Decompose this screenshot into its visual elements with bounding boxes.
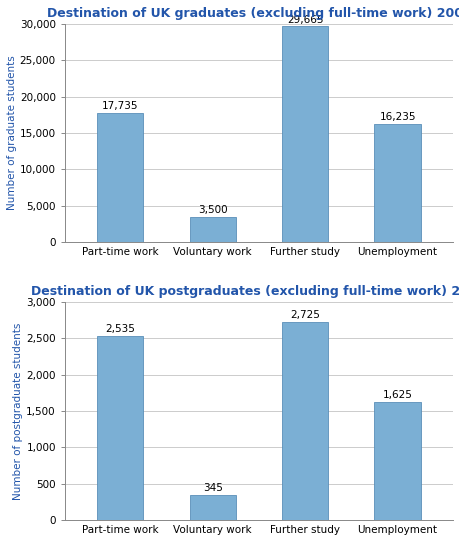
Title: Destination of UK graduates (excluding full-time work) 2008: Destination of UK graduates (excluding f… xyxy=(46,7,459,20)
Text: 16,235: 16,235 xyxy=(379,112,415,122)
Text: 29,665: 29,665 xyxy=(286,15,323,24)
Bar xyxy=(189,495,235,520)
Title: Destination of UK postgraduates (excluding full-time work) 2008: Destination of UK postgraduates (excludi… xyxy=(31,285,459,298)
Y-axis label: Number of graduate students: Number of graduate students xyxy=(7,56,17,210)
Bar xyxy=(97,113,143,242)
Bar xyxy=(281,322,328,520)
Text: 3,500: 3,500 xyxy=(197,205,227,215)
Y-axis label: Number of postgraduate students: Number of postgraduate students xyxy=(13,322,23,500)
Bar xyxy=(189,217,235,242)
Bar xyxy=(374,402,420,520)
Bar xyxy=(374,124,420,242)
Text: 17,735: 17,735 xyxy=(102,101,138,112)
Text: 2,725: 2,725 xyxy=(290,310,319,320)
Text: 1,625: 1,625 xyxy=(382,390,412,400)
Bar xyxy=(97,335,143,520)
Bar xyxy=(281,27,328,242)
Text: 2,535: 2,535 xyxy=(105,324,135,334)
Text: 345: 345 xyxy=(202,483,222,493)
